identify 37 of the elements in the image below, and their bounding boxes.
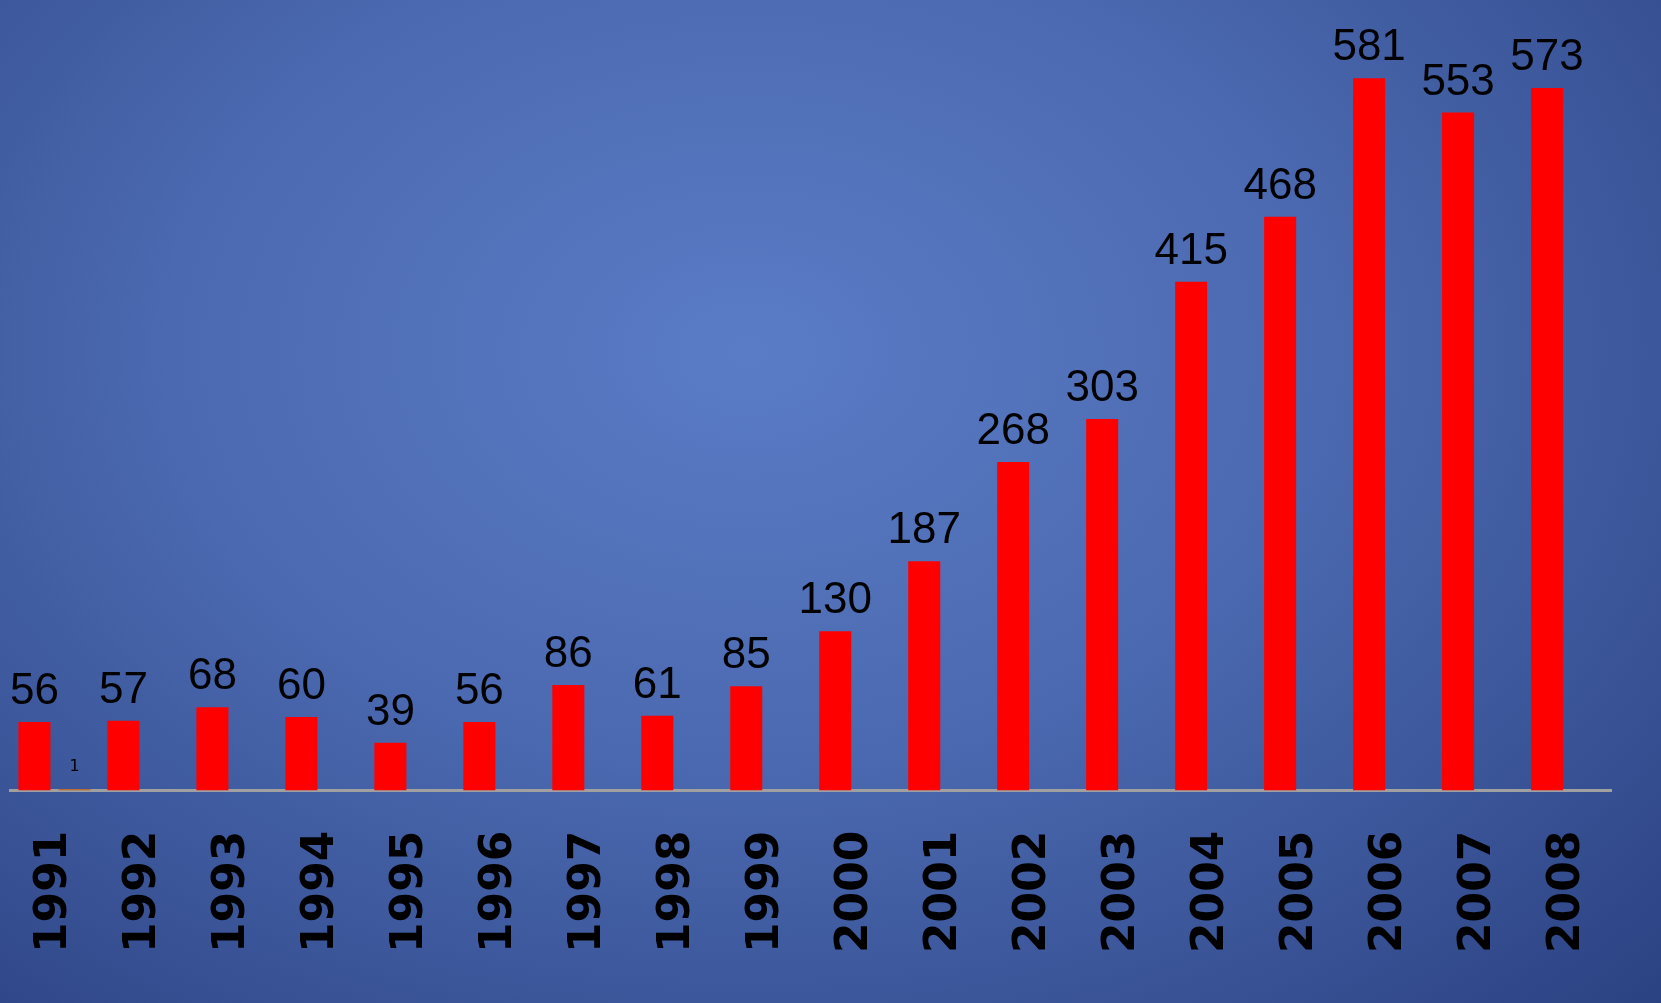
x-tick-label: 2007 [1448, 830, 1500, 954]
data-label: 581 [1332, 20, 1406, 70]
x-tick-label: 1991 [24, 830, 76, 954]
x-tick-label: 1997 [558, 830, 610, 954]
x-tick-label: 1996 [469, 830, 521, 954]
data-label: 268 [976, 404, 1050, 454]
data-label: 61 [632, 657, 682, 707]
data-label: 57 [98, 662, 148, 712]
x-tick-label: 1999 [736, 830, 788, 954]
data-label: 56 [9, 664, 59, 714]
x-tick-label: 1993 [202, 830, 254, 954]
data-label: 553 [1421, 54, 1495, 104]
data-label: 303 [1065, 361, 1139, 411]
x-tick-label: 1995 [380, 830, 432, 954]
data-label: 60 [276, 659, 326, 709]
x-tick-label: 2004 [1181, 830, 1233, 954]
data-label: 573 [1510, 30, 1584, 80]
x-tick-label: 2000 [825, 830, 877, 954]
x-tick-label: 2008 [1537, 830, 1589, 954]
data-label: 39 [365, 684, 415, 734]
x-tick-label: 1994 [291, 830, 343, 954]
data-label: 1 [69, 756, 80, 776]
data-label: 68 [187, 649, 237, 699]
x-tick-label: 2006 [1359, 830, 1411, 954]
x-tick-label: 2005 [1270, 830, 1322, 954]
data-label: 415 [1154, 223, 1228, 273]
data-label: 85 [721, 628, 771, 678]
data-label: 56 [454, 664, 504, 714]
data-label: 187 [887, 503, 961, 553]
data-label: 130 [798, 573, 872, 623]
x-tick-label: 2003 [1092, 830, 1144, 954]
x-tick-label: 2002 [1003, 830, 1055, 954]
data-label: 86 [543, 627, 593, 677]
x-tick-label: 1998 [647, 830, 699, 954]
data-label: 468 [1243, 158, 1317, 208]
x-tick-label: 2001 [914, 830, 966, 954]
x-tick-label: 1992 [113, 830, 165, 954]
